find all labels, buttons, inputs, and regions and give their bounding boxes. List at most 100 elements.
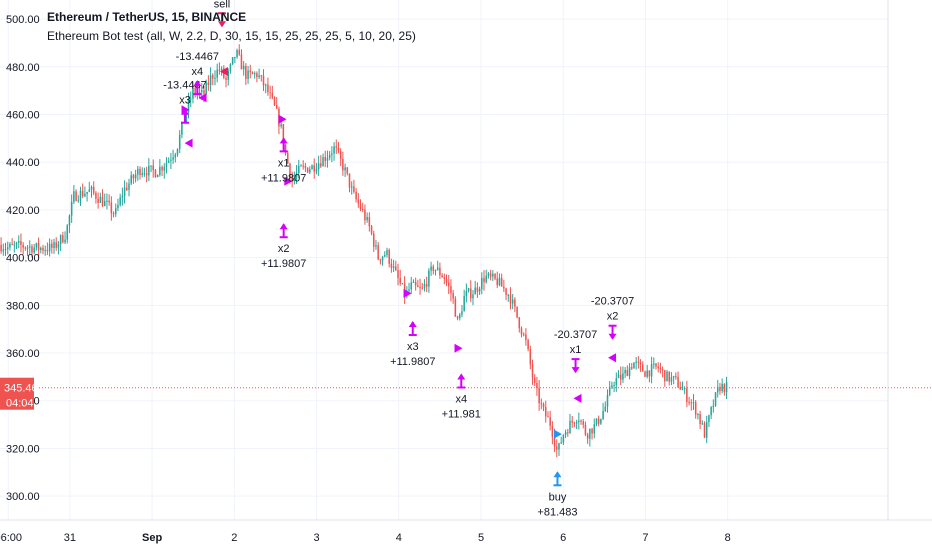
- candle-body: [372, 233, 375, 247]
- candle-body: [414, 281, 417, 286]
- last-price-badge-bg: [0, 377, 34, 410]
- candle-body: [304, 166, 307, 168]
- candle-body: [675, 376, 677, 378]
- candle-body: [536, 383, 538, 388]
- candle-body: [337, 147, 340, 151]
- candle-body: [639, 362, 642, 365]
- indicator-title[interactable]: Ethereum Bot test (all, W, 2.2, D, 30, 1…: [47, 29, 416, 43]
- candle-body: [148, 165, 150, 176]
- candle-body: [242, 65, 245, 70]
- candle-body: [575, 422, 578, 424]
- arrow-up-icon: [457, 373, 466, 380]
- signal-marker: [198, 93, 207, 103]
- y-tick-label: 440.00: [6, 157, 40, 169]
- trade-annotation: -47.9231sell: [214, 0, 230, 28]
- candle-body: [630, 367, 633, 369]
- candle-body: [635, 361, 637, 363]
- candle-body: [286, 153, 289, 164]
- trade-annotation: x3 +11.9807: [390, 321, 435, 368]
- candle-body: [123, 187, 126, 196]
- candle-body: [397, 270, 399, 278]
- candle-body: [463, 296, 465, 312]
- candle-body: [494, 273, 496, 279]
- candle-body: [134, 174, 137, 179]
- y-tick-label: 480.00: [6, 62, 40, 74]
- candle-body: [606, 395, 609, 407]
- candle-body: [99, 196, 102, 203]
- candle-body: [522, 334, 525, 336]
- x-tick-label: 4: [396, 532, 402, 544]
- candle-body: [81, 190, 84, 197]
- candle-body: [454, 298, 457, 317]
- annotation-label: buy: [549, 491, 567, 503]
- candle-body: [701, 423, 704, 425]
- candle-body: [503, 286, 505, 289]
- candle-body: [562, 434, 565, 443]
- candle-body: [514, 299, 516, 307]
- symbol-title[interactable]: Ethereum / TetherUS, 15, BINANCE: [47, 10, 246, 24]
- candle-body: [220, 68, 223, 70]
- candle-body: [496, 278, 499, 286]
- x-tick-label: 8: [725, 532, 731, 544]
- candle-body: [681, 389, 684, 391]
- candle-body: [549, 417, 551, 426]
- candle-body: [11, 243, 13, 245]
- candle-body: [527, 339, 529, 350]
- candle-body: [384, 254, 386, 257]
- arrow-up-icon: [181, 108, 189, 115]
- candle-body: [53, 242, 55, 248]
- x-tick-label: 5: [478, 532, 484, 544]
- candle-body: [608, 386, 611, 396]
- time-axis[interactable]: 06:00 31 Sep 2 3 4 5 6 7 8: [0, 519, 932, 544]
- candle-body: [600, 418, 602, 424]
- candle-body: [216, 69, 218, 78]
- candle-body: [366, 217, 368, 221]
- y-tick-label: 420.00: [6, 205, 40, 217]
- candle-body: [48, 243, 51, 252]
- candle-body: [392, 266, 395, 268]
- candle-body: [390, 263, 393, 268]
- candle-body: [24, 247, 27, 249]
- candle-body: [584, 424, 587, 435]
- candle-body: [478, 288, 481, 292]
- candle-body: [167, 160, 170, 163]
- candle-body: [311, 165, 313, 170]
- candle-body: [26, 247, 29, 249]
- candle-body: [106, 200, 108, 202]
- candle-body: [326, 157, 329, 161]
- candle-body: [633, 362, 635, 369]
- candle-body: [126, 187, 128, 190]
- candle-body: [37, 243, 40, 250]
- candle-body: [386, 250, 388, 255]
- annotation-label: +11.9807: [390, 356, 435, 368]
- annotation-label: +11.9807: [261, 172, 306, 184]
- candle-body: [137, 168, 139, 175]
- candle-body: [328, 154, 331, 158]
- candle-body: [540, 403, 543, 405]
- candle-body: [520, 328, 523, 335]
- candle-body: [377, 245, 379, 260]
- candle-body: [664, 370, 666, 382]
- x-tick-label: 6: [560, 532, 566, 544]
- candle-body: [470, 288, 472, 299]
- candle-body: [35, 243, 38, 248]
- candle-body: [452, 293, 454, 299]
- candle-body: [560, 442, 562, 444]
- candle-body: [101, 196, 104, 206]
- y-tick-label: 300.00: [6, 491, 40, 503]
- candle-body: [619, 374, 622, 380]
- candle-body: [516, 306, 518, 318]
- candle-body: [410, 282, 413, 290]
- candle-body: [591, 428, 593, 434]
- price-axis[interactable]: 300.00320.00340.00360.00380.00400.00420.…: [6, 0, 889, 520]
- candle-body: [401, 283, 404, 285]
- candle-body: [472, 294, 474, 299]
- candle-body: [185, 111, 188, 122]
- x-tick-label: 2: [231, 532, 237, 544]
- candle-body: [317, 163, 320, 170]
- candle-body: [170, 159, 172, 161]
- candle-body: [62, 235, 64, 243]
- candle-body: [46, 250, 49, 252]
- annotation-label: -20.3707: [554, 329, 597, 341]
